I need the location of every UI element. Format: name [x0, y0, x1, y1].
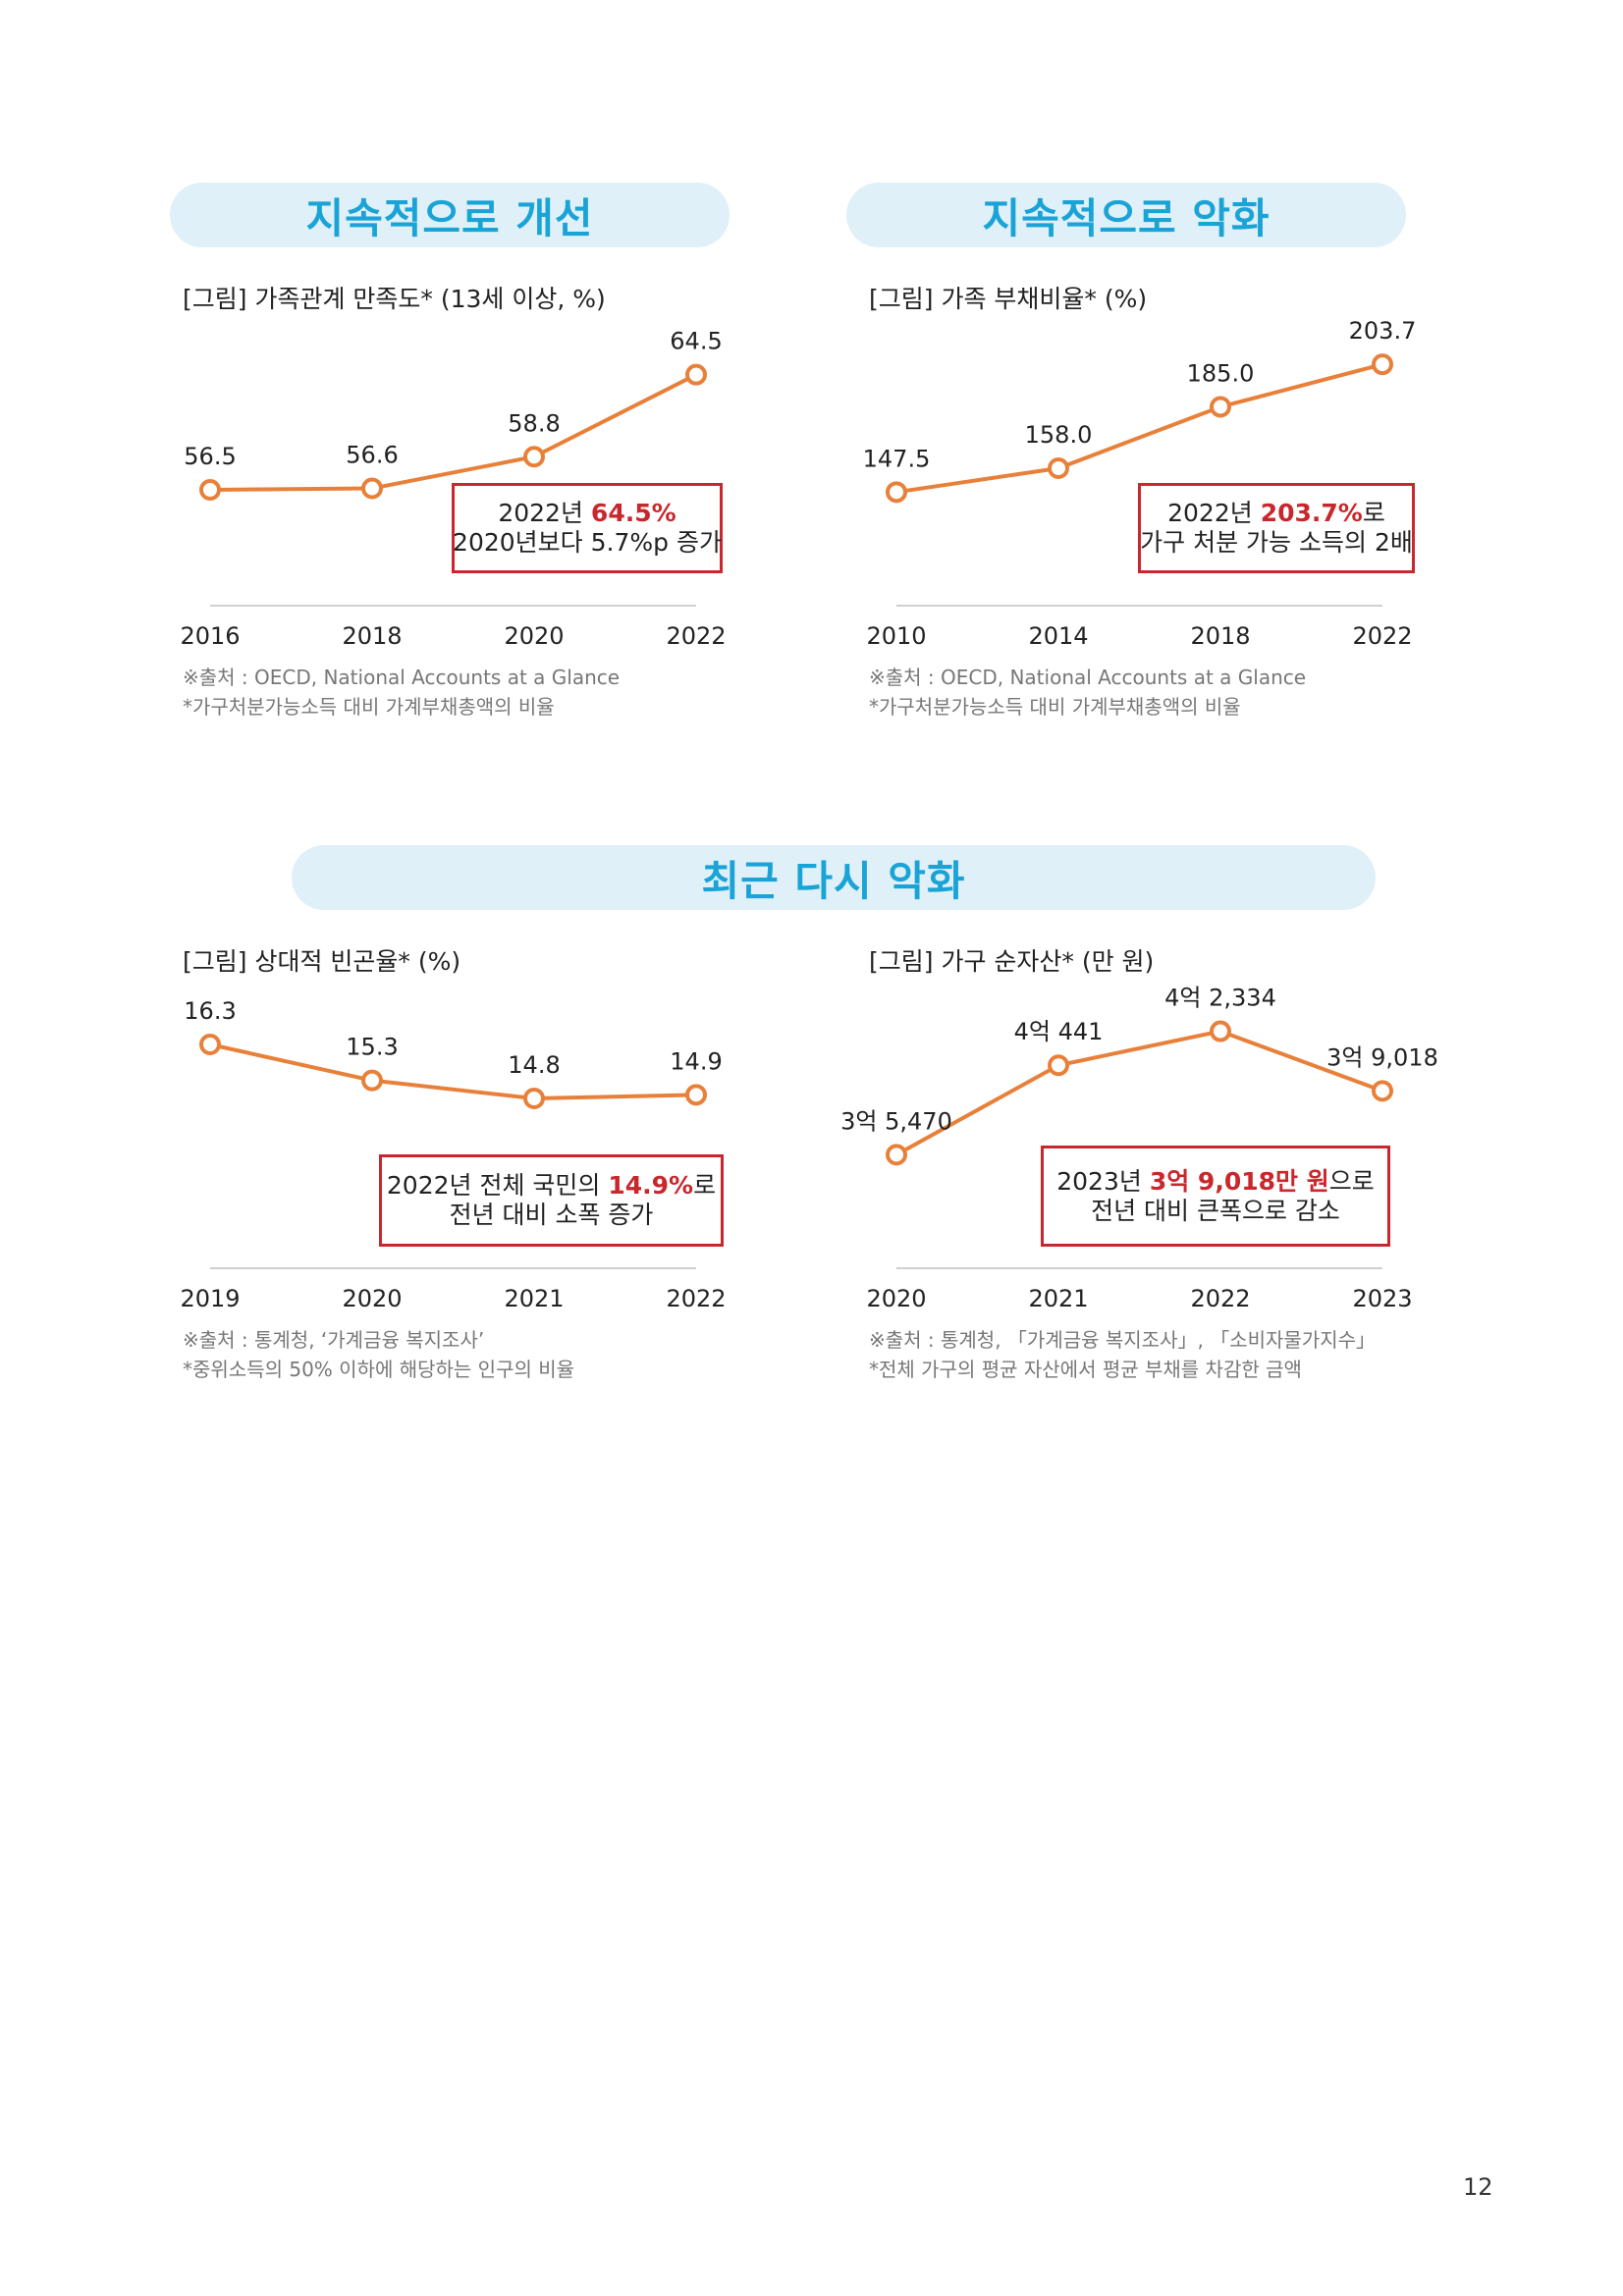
- series-line: [209, 1042, 697, 1101]
- header-worsen: 지속적으로 악화: [846, 183, 1406, 247]
- data-label: 14.8: [508, 1051, 560, 1079]
- callout-line2: 2020년보다 5.7%p 증가: [453, 528, 722, 557]
- data-point: [886, 1144, 907, 1166]
- header-improve: 지속적으로 개선: [170, 183, 730, 247]
- x-tick-label: 2022: [666, 622, 726, 650]
- chart-family-debt: [그림] 가족 부채비율* (%) 147.5 158.0 185.0 203.7 20…: [863, 280, 1576, 790]
- callout-highlight: 3억 9,018만 원: [1149, 1166, 1329, 1196]
- x-tick-label: 2016: [180, 622, 240, 650]
- x-tick-label: 2021: [504, 1285, 564, 1312]
- data-point: [1372, 1080, 1393, 1102]
- data-point: [1210, 396, 1231, 418]
- x-tick-label: 2018: [342, 622, 402, 650]
- chart-title: [그림] 가족관계 만족도* (13세 이상, %): [183, 285, 606, 313]
- chart-title: [그림] 가족 부채비율* (%): [869, 285, 1148, 313]
- x-tick-label: 2022: [1190, 1285, 1250, 1312]
- callout-line2: 가구 처분 가능 소득의 2배: [1140, 528, 1413, 557]
- data-label: 14.9: [670, 1047, 722, 1075]
- data-point: [685, 1084, 707, 1106]
- x-tick-label: 2020: [504, 622, 564, 650]
- series-line: [895, 362, 1383, 495]
- chart-notes: ※출처 : 통계청, 「가계금융 복지조사」, 「소비자물가지수」 *전체 가구…: [869, 1325, 1376, 1384]
- callout-line1: 2023년 3억 9,018만 원으로: [1056, 1166, 1375, 1196]
- source-note: ※출처 : OECD, National Accounts at a Glanc…: [869, 666, 1307, 689]
- data-point: [523, 446, 545, 468]
- data-point: [1210, 1020, 1231, 1042]
- data-label: 15.3: [346, 1034, 398, 1061]
- data-point: [361, 477, 383, 500]
- data-point: [199, 479, 221, 501]
- chart-notes: ※출처 : 통계청, ‘가계금융 복지조사’ *중위소득의 50% 이하에 해당…: [183, 1325, 574, 1384]
- source-note: ※출처 : OECD, National Accounts at a Glanc…: [183, 666, 621, 689]
- chart-relative-poverty: [그림] 상대적 빈곤율* (%) 16.3 15.3 14.8 14.9 2019 20…: [180, 942, 890, 1453]
- page-number: 12: [1463, 2173, 1493, 2201]
- data-label: 56.5: [184, 443, 236, 470]
- chart-household-net-assets: [그림] 가구 순자산* (만 원) 3억 5,470 4억 441 4억 2,33…: [840, 942, 1576, 1453]
- callout-line1: 2022년 64.5%: [498, 499, 676, 527]
- x-tick-label: 2020: [866, 1285, 926, 1312]
- data-label: 4억 2,334: [1164, 985, 1276, 1012]
- callout-highlight: 14.9%: [608, 1171, 694, 1200]
- line-chart-poverty: 16.3 15.3 14.8 14.9 2019 2020 2021 2022: [180, 997, 726, 1312]
- data-point: [1048, 457, 1069, 479]
- data-label: 147.5: [863, 445, 931, 472]
- data-label: 58.8: [508, 409, 560, 437]
- data-point: [685, 363, 707, 386]
- data-point: [199, 1034, 221, 1055]
- footnote: *중위소득의 50% 이하에 해당하는 인구의 비율: [183, 1358, 575, 1381]
- chart-notes: ※출처 : OECD, National Accounts at a Glanc…: [869, 663, 1306, 721]
- data-point: [1372, 353, 1393, 376]
- line-chart-satisfaction: 56.5 56.6 58.8 64.5 2016 2018 2020 2022: [180, 328, 726, 650]
- x-tick-label: 2023: [1352, 1285, 1412, 1312]
- callout-box: 2023년 3억 9,018만 원으로 전년 대비 큰폭으로 감소: [1041, 1146, 1390, 1247]
- line-chart-debt: 147.5 158.0 185.0 203.7 2010 2014 2018 2022: [863, 317, 1417, 650]
- footnote: *전체 가구의 평균 자산에서 평균 부채를 차감한 금액: [869, 1358, 1302, 1381]
- callout-box: 2022년 203.7%로 가구 처분 가능 소득의 2배: [1138, 483, 1415, 573]
- x-tick-label: 2019: [180, 1285, 240, 1312]
- data-label: 56.6: [346, 442, 398, 469]
- data-point: [361, 1069, 383, 1092]
- x-tick-label: 2014: [1028, 622, 1088, 650]
- data-label: 158.0: [1025, 421, 1093, 449]
- callout-line2: 전년 대비 소폭 증가: [449, 1201, 654, 1229]
- x-tick-label: 2022: [1352, 622, 1412, 650]
- series-line: [895, 1029, 1383, 1157]
- data-label: 203.7: [1349, 317, 1417, 345]
- line-chart-assets: 3억 5,470 4억 441 4억 2,334 3억 9,018 2020 2021 20…: [840, 985, 1438, 1312]
- callout-highlight: 64.5%: [590, 499, 676, 527]
- chart-family-satisfaction: [그림] 가족관계 만족도* (13세 이상, %) 56.5 56.6 58.8 6…: [180, 280, 890, 790]
- data-label: 3억 9,018: [1326, 1043, 1438, 1071]
- chart-notes: ※출처 : OECD, National Accounts at a Glanc…: [183, 663, 620, 721]
- source-note: ※출처 : 통계청, 「가계금융 복지조사」, 「소비자물가지수」: [869, 1328, 1376, 1352]
- data-label: 4억 441: [1014, 1018, 1104, 1045]
- callout-line1: 2022년 203.7%로: [1167, 499, 1385, 527]
- callout-line1: 2022년 전체 국민의 14.9%로: [386, 1171, 717, 1200]
- callout-highlight: 203.7%: [1260, 499, 1363, 527]
- callout-line2: 전년 대비 큰폭으로 감소: [1091, 1196, 1340, 1225]
- header-recent: 최근 다시 악화: [292, 845, 1376, 910]
- x-tick-label: 2018: [1190, 622, 1250, 650]
- footnote: *가구처분가능소득 대비 가계부채총액의 비율: [869, 695, 1241, 719]
- callout-box: 2022년 64.5% 2020년보다 5.7%p 증가: [452, 483, 723, 573]
- x-tick-label: 2022: [666, 1285, 726, 1312]
- chart-title: [그림] 상대적 빈곤율* (%): [183, 947, 461, 976]
- callout-box: 2022년 전체 국민의 14.9%로 전년 대비 소폭 증가: [379, 1154, 724, 1247]
- x-tick-label: 2020: [342, 1285, 402, 1312]
- data-point: [1048, 1054, 1069, 1077]
- data-label: 64.5: [670, 328, 722, 355]
- data-label: 3억 5,470: [840, 1107, 952, 1135]
- x-tick-label: 2021: [1028, 1285, 1088, 1312]
- footnote: *가구처분가능소득 대비 가계부채총액의 비율: [183, 695, 555, 719]
- data-point: [886, 481, 907, 504]
- x-tick-label: 2010: [866, 622, 926, 650]
- data-label: 185.0: [1187, 359, 1255, 387]
- chart-title: [그림] 가구 순자산* (만 원): [869, 947, 1155, 976]
- series-line: [209, 372, 697, 492]
- source-note: ※출처 : 통계청, ‘가계금융 복지조사’: [183, 1328, 485, 1352]
- data-label: 16.3: [184, 997, 236, 1025]
- data-point: [523, 1088, 545, 1109]
